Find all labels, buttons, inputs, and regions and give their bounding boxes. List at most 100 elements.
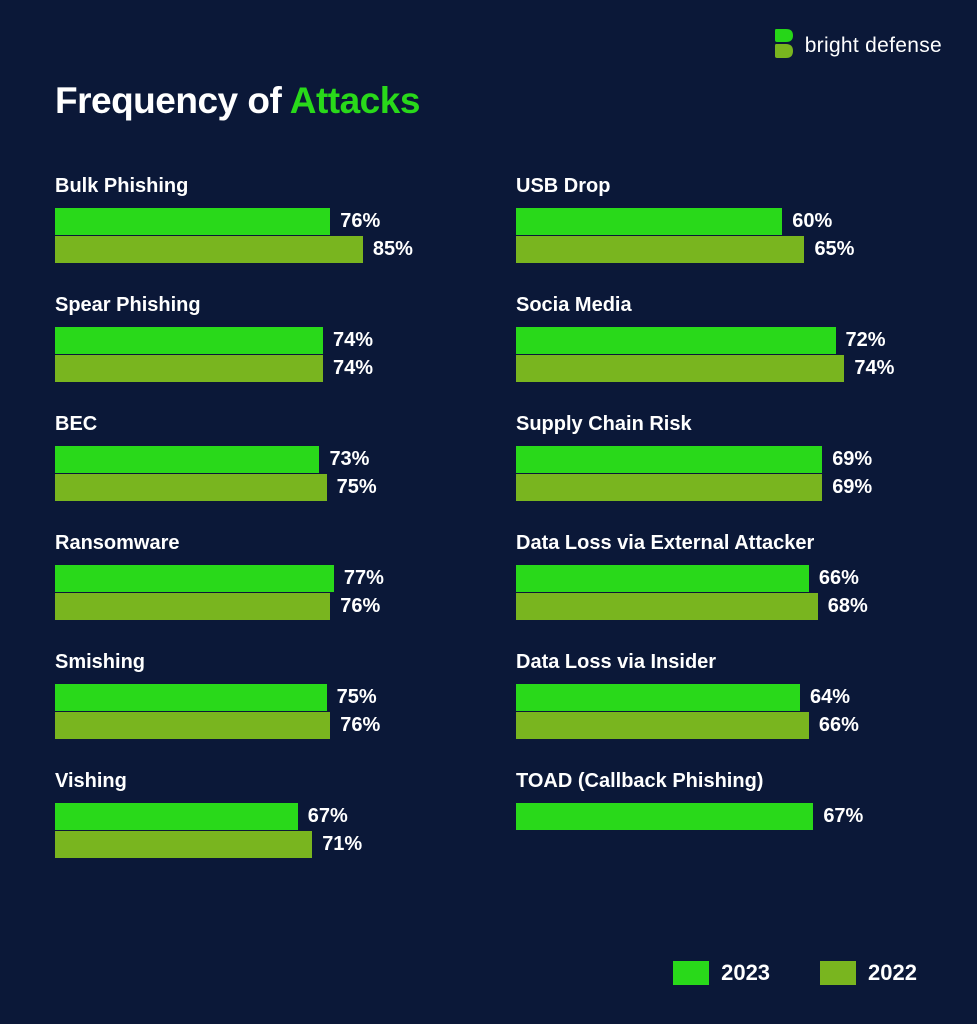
bar-value-2023: 73% [329, 448, 369, 471]
bar-2023 [516, 803, 813, 830]
bar-value-2022: 65% [814, 238, 854, 261]
bar-row-2023: 76% [55, 208, 461, 235]
legend-swatch-2023 [673, 961, 709, 985]
legend-label-2022: 2022 [868, 960, 917, 986]
chart: Bulk Phishing 76% 85% Spear Phishing 74% 74% B… [55, 175, 922, 859]
bar-row-2022: 71% [55, 831, 461, 858]
bar-2022 [516, 712, 809, 739]
bar-row-2022: 85% [55, 236, 461, 263]
category-label: Bulk Phishing [55, 175, 461, 198]
bar-2022 [55, 355, 323, 382]
category-label: Ransomware [55, 532, 461, 555]
category: USB Drop 60% 65% [516, 175, 922, 264]
bar-row-2022: 69% [516, 474, 922, 501]
bar-value-2022: 74% [333, 357, 373, 380]
category-label: Spear Phishing [55, 294, 461, 317]
bar-2022 [516, 355, 844, 382]
bar-row-2023: 72% [516, 327, 922, 354]
bar-2022 [516, 236, 804, 263]
category-label: Supply Chain Risk [516, 413, 922, 436]
bar-value-2023: 74% [333, 329, 373, 352]
bar-value-2023: 64% [810, 686, 850, 709]
category-label: USB Drop [516, 175, 922, 198]
category: Ransomware77%76% [55, 532, 461, 621]
bar-value-2023: 67% [823, 805, 863, 828]
category: TOAD (Callback Phishing) 67% [516, 770, 922, 831]
chart-left-column: Bulk Phishing 76% 85% Spear Phishing 74% 74% B… [55, 175, 461, 859]
bar-row-2022: 75% [55, 474, 461, 501]
bar-2022 [55, 236, 363, 263]
category: BEC73%75% [55, 413, 461, 502]
bar-2023 [516, 684, 800, 711]
bar-row-2023: 73% [55, 446, 461, 473]
bar-row-2023: 64% [516, 684, 922, 711]
bar-row-2023: 66% [516, 565, 922, 592]
bar-row-2023: 67% [516, 803, 922, 830]
bar-2023 [55, 208, 330, 235]
bar-value-2022: 75% [337, 476, 377, 499]
bar-2022 [516, 474, 822, 501]
bar-row-2023: 75% [55, 684, 461, 711]
bar-value-2022: 68% [828, 595, 868, 618]
bar-value-2022: 76% [340, 595, 380, 618]
bar-value-2022: 85% [373, 238, 413, 261]
bar-value-2023: 75% [337, 686, 377, 709]
bar-2022 [55, 593, 330, 620]
legend-item-2023: 2023 [673, 960, 770, 986]
bar-value-2023: 67% [308, 805, 348, 828]
bar-row-2022: 76% [55, 593, 461, 620]
bar-2023 [516, 565, 809, 592]
category-label: Vishing [55, 770, 461, 793]
bar-row-2022: 74% [55, 355, 461, 382]
category-label: TOAD (Callback Phishing) [516, 770, 922, 793]
category: Data Loss via External Attacker 66% 68% [516, 532, 922, 621]
bar-value-2023: 76% [340, 210, 380, 233]
logo-text: bright defense [805, 34, 942, 58]
logo-icon [773, 28, 795, 63]
category: Smishing 75% 76% [55, 651, 461, 740]
bar-value-2022: 66% [819, 714, 859, 737]
bar-2023 [516, 446, 822, 473]
category: Bulk Phishing 76% 85% [55, 175, 461, 264]
bar-2022 [516, 593, 818, 620]
bar-row-2023: 60% [516, 208, 922, 235]
bar-row-2023: 67% [55, 803, 461, 830]
bar-value-2023: 60% [792, 210, 832, 233]
legend-swatch-2022 [820, 961, 856, 985]
category-label: Data Loss via Insider [516, 651, 922, 674]
title-prefix: Frequency of [55, 80, 290, 121]
bar-value-2023: 69% [832, 448, 872, 471]
bar-2023 [55, 684, 327, 711]
category-label: Socia Media [516, 294, 922, 317]
bar-2023 [55, 565, 334, 592]
bar-2022 [55, 712, 330, 739]
bar-value-2022: 71% [322, 833, 362, 856]
category-label: Data Loss via External Attacker [516, 532, 922, 555]
bar-row-2022: 65% [516, 236, 922, 263]
legend: 2023 2022 [673, 960, 917, 986]
bar-row-2022: 76% [55, 712, 461, 739]
category: Spear Phishing 74% 74% [55, 294, 461, 383]
brand-logo: bright defense [773, 28, 942, 63]
category: Supply Chain Risk 69% 69% [516, 413, 922, 502]
category: Socia Media 72% 74% [516, 294, 922, 383]
bar-2023 [55, 803, 298, 830]
bar-2022 [55, 831, 312, 858]
bar-value-2022: 74% [854, 357, 894, 380]
bar-2022 [55, 474, 327, 501]
bar-row-2022: 74% [516, 355, 922, 382]
legend-label-2023: 2023 [721, 960, 770, 986]
bar-value-2022: 69% [832, 476, 872, 499]
bar-row-2022: 66% [516, 712, 922, 739]
bar-row-2023: 69% [516, 446, 922, 473]
bar-value-2022: 76% [340, 714, 380, 737]
legend-item-2022: 2022 [820, 960, 917, 986]
category-label: Smishing [55, 651, 461, 674]
bar-2023 [516, 327, 836, 354]
bar-value-2023: 72% [846, 329, 886, 352]
bar-2023 [55, 446, 319, 473]
bar-2023 [516, 208, 782, 235]
page-title: Frequency of Attacks [55, 80, 420, 122]
category: Data Loss via Insider 64% 66% [516, 651, 922, 740]
chart-right-column: USB Drop 60% 65% Socia Media 72% 74% Supply Ch… [516, 175, 922, 859]
